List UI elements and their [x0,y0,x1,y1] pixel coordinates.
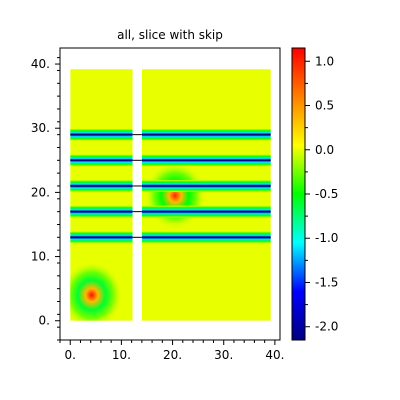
colorbar: 1.0 0.5 0.0 -0.5 -1.0 -1.5 -2.0 [291,47,338,341]
y-tick-label: 30. [31,121,50,135]
colorbar-tick-label: -1.5 [315,275,338,289]
heatmap-hotspot [144,162,206,229]
colorbar-tick-label: 0.5 [315,99,334,113]
colorbar-tick-label: -1.0 [315,231,338,245]
y-tick-label: 0. [39,314,50,328]
colorbar-tick-label: -0.5 [315,187,338,201]
heatmap-hotspot [70,261,123,321]
colorbar-tick-label: 0.0 [315,143,334,157]
heatmap-region [70,69,133,321]
x-tick-label: 0. [65,348,76,362]
x-tick-label: 10. [112,348,131,362]
y-tick-label: 20. [31,185,50,199]
plot-frame [59,47,281,341]
plot-area [59,47,281,341]
colorbar-tick-label: 1.0 [315,54,334,68]
x-axis: 0. 10. 20. 30. 40. [59,340,284,362]
y-axis: 0. 10. 20. 30. 40. [31,57,60,341]
heatmap-layer [70,69,271,321]
chart-title: all, slice with skip [117,28,223,42]
x-tick-label: 30. [214,348,233,362]
colorbar-bar [291,47,306,341]
colorbar-tick-label: -2.0 [315,320,338,334]
heatmap-region [141,69,271,321]
x-tick-label: 40. [265,348,284,362]
y-tick-label: 40. [31,57,50,71]
y-tick-label: 10. [31,250,50,264]
title-group: all, slice with skip [117,28,223,42]
x-tick-label: 20. [163,348,182,362]
